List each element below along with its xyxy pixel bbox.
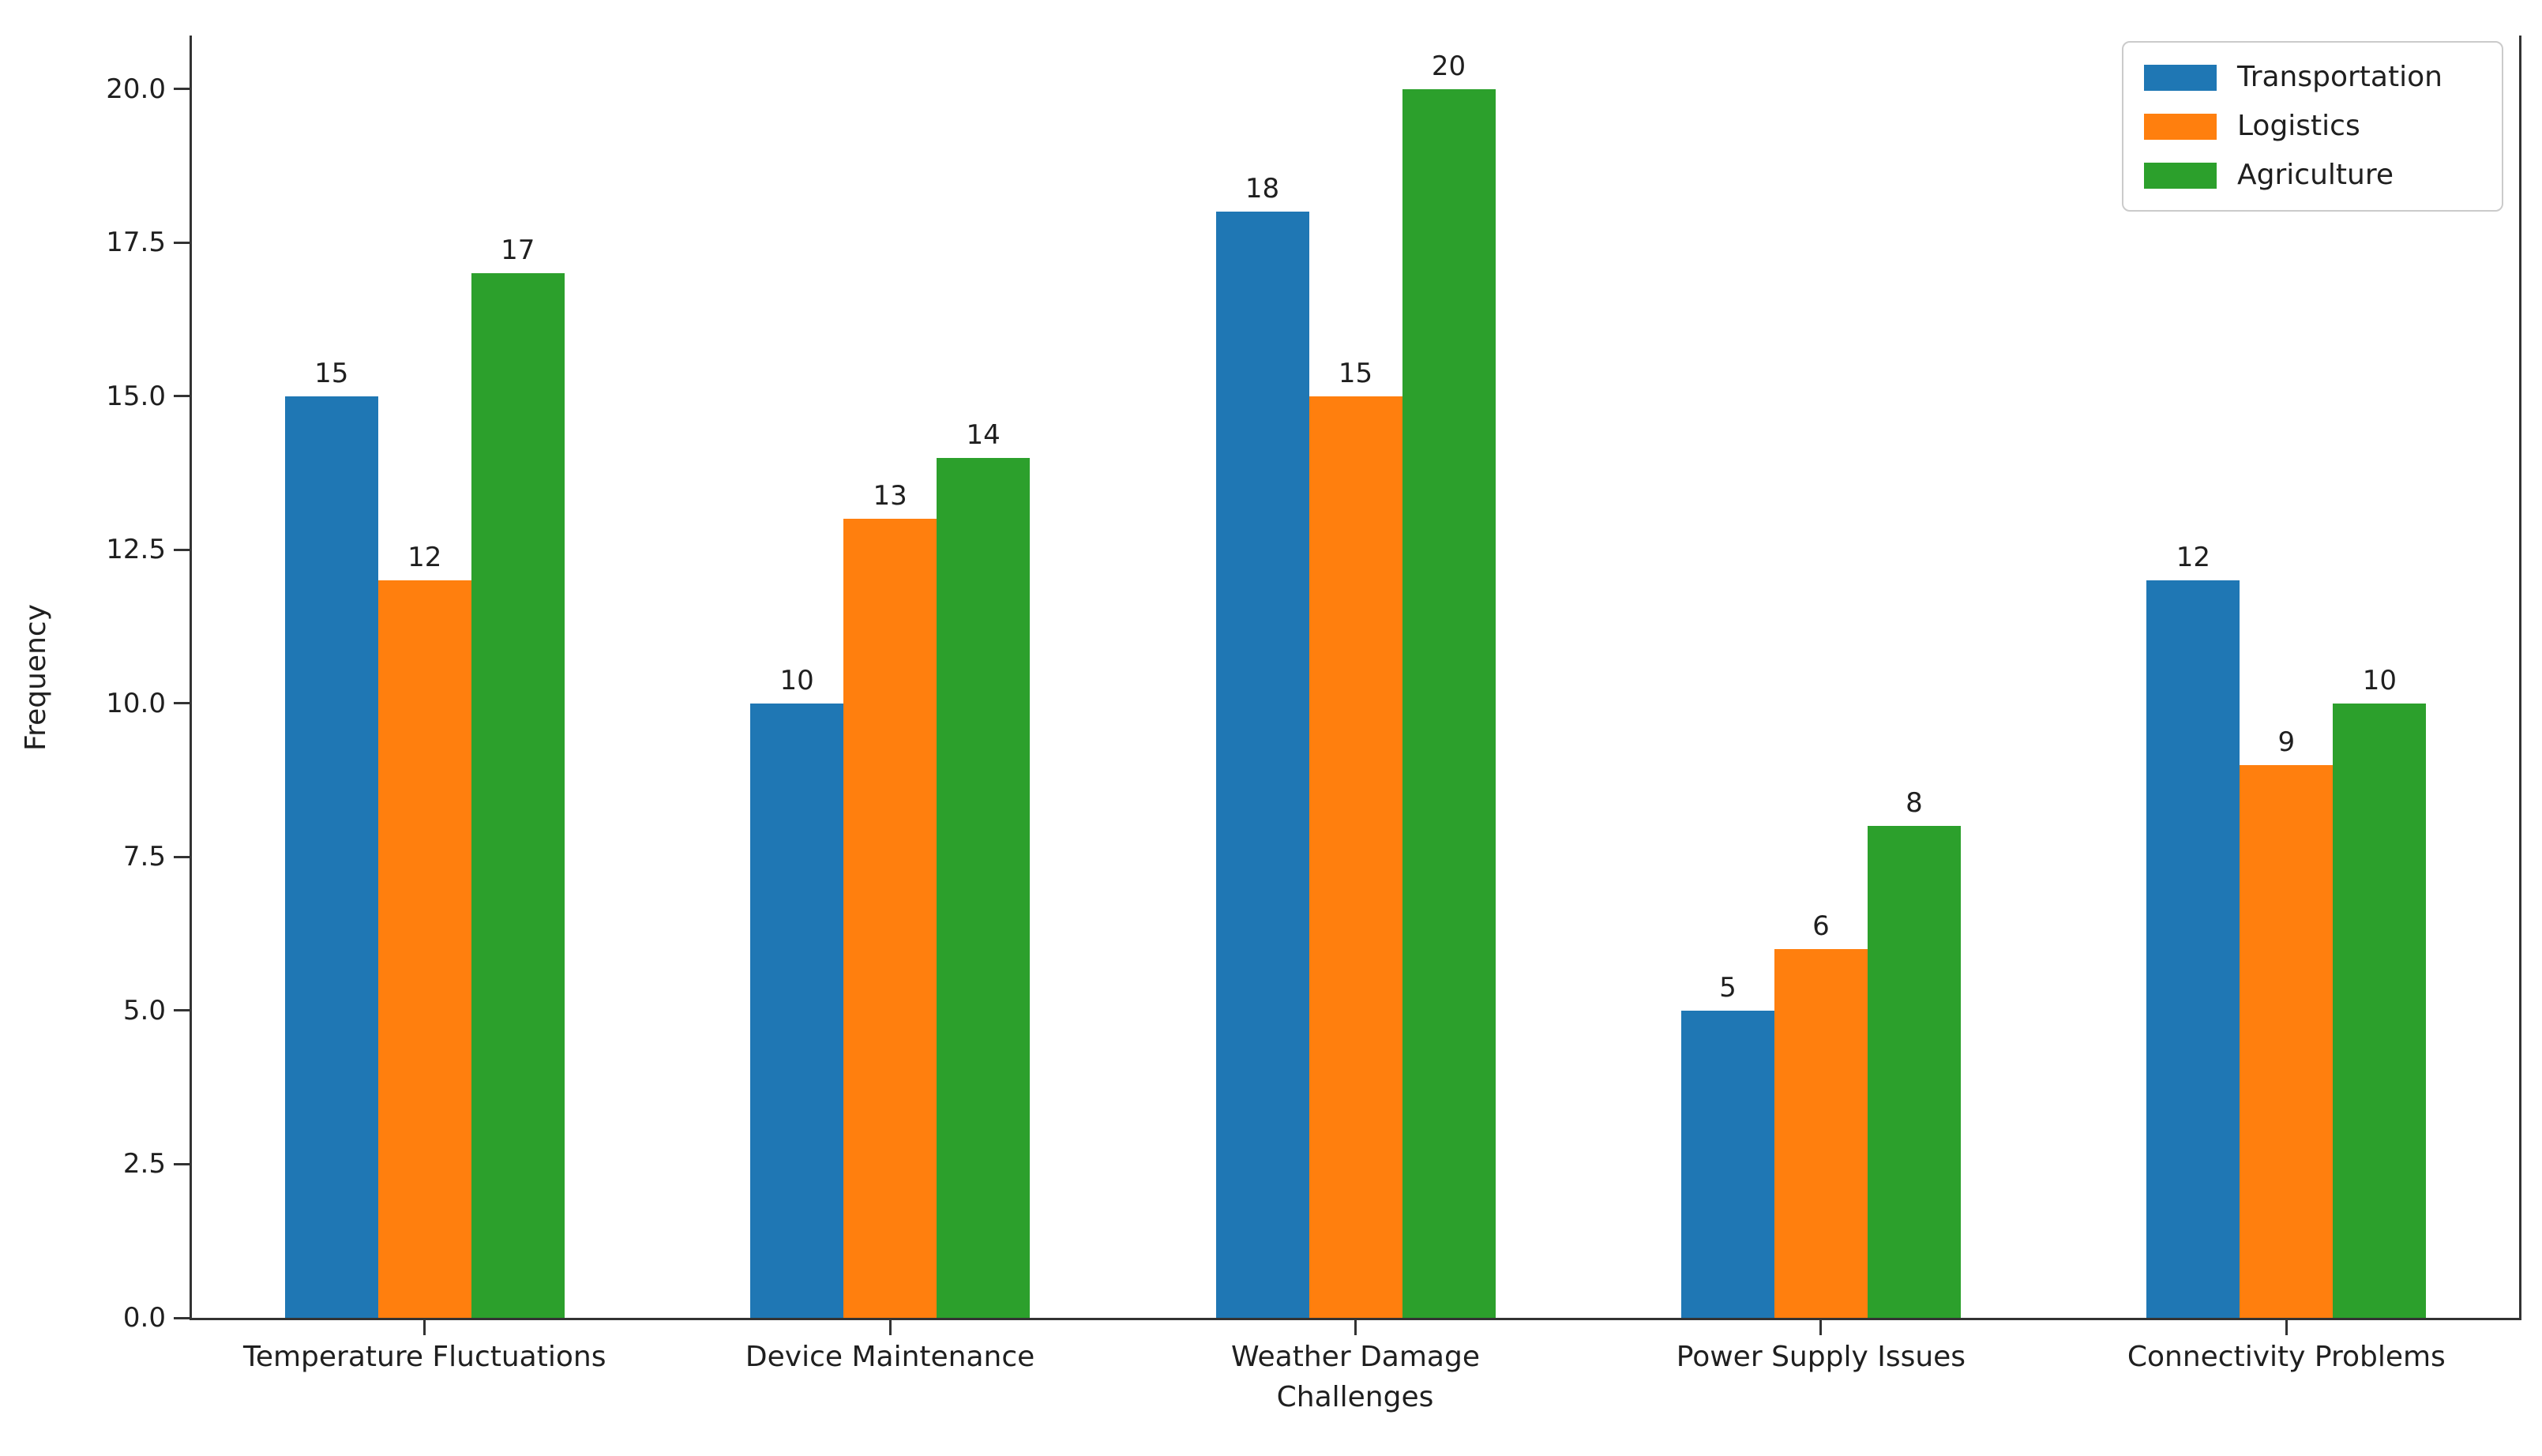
bar-row: 10 13 14 [657, 36, 1122, 1318]
x-category-label: Device Maintenance [745, 1341, 1035, 1373]
y-tick-label: 15.0 [106, 380, 166, 412]
bar-groups: 15 12 17 Temperature Fluctuations 10 13 14 Devi… [192, 36, 2519, 1372]
y-tick-label: 2.5 [122, 1148, 166, 1180]
bar-transportation: 5 [1680, 974, 1774, 1318]
bar-row: 5 6 8 [1588, 36, 2053, 1318]
y-tick: 2.5 [123, 1150, 190, 1177]
bar-logistics: 15 [1309, 360, 1402, 1318]
y-tick: 5.0 [123, 997, 190, 1024]
bar-logistics: 12 [377, 544, 471, 1318]
bar-group: 5 6 8 Power Supply Issues [1588, 36, 2053, 1371]
x-tick [1819, 1320, 1823, 1335]
x-category-label: Power Supply Issues [1676, 1341, 1966, 1373]
bar-transportation: 18 [1215, 175, 1309, 1318]
y-tick-label: 20.0 [106, 73, 166, 105]
y-tick: 10.0 [106, 690, 190, 717]
y-tick-label: 12.5 [106, 534, 166, 566]
bar-value-label: 9 [2277, 726, 2296, 758]
bar-value-label: 10 [2362, 664, 2397, 696]
bar-transportation: 12 [2146, 544, 2240, 1318]
legend: Transportation Logistics Agriculture [2122, 41, 2503, 212]
bar-agriculture: 17 [471, 237, 565, 1318]
bar-value-label: 15 [1338, 357, 1373, 389]
bar-agriculture: 10 [2333, 667, 2427, 1318]
x-axis-label: Challenges [1276, 1381, 1434, 1413]
bar-agriculture: 20 [1402, 53, 1496, 1318]
legend-label: Transportation [2237, 61, 2442, 93]
bar-group: 10 13 14 Device Maintenance [657, 36, 1122, 1372]
bar-value-label: 10 [779, 664, 814, 696]
bar-value-label: 5 [1719, 971, 1737, 1004]
bar-agriculture: 14 [937, 422, 1031, 1318]
bar-value-label: 6 [1812, 910, 1830, 943]
y-tick-label: 17.5 [106, 227, 166, 259]
x-category-label: Weather Damage [1231, 1341, 1480, 1373]
y-tick: 7.5 [123, 843, 190, 870]
bar-logistics: 9 [2240, 729, 2334, 1318]
y-tick: 12.5 [106, 536, 190, 563]
y-tick-label: 10.0 [106, 687, 166, 719]
legend-swatch-logistics [2144, 113, 2217, 140]
legend-row: Transportation [2144, 63, 2502, 92]
bar-group: 12 9 10 Connectivity Problems [2054, 36, 2519, 1371]
x-category-label: Connectivity Problems [2127, 1341, 2446, 1373]
bar-value-label: 14 [966, 418, 1001, 451]
bar-group: 18 15 20 Weather Damage [1123, 36, 1588, 1372]
y-tick: 15.0 [106, 383, 190, 410]
bar-value-label: 13 [873, 480, 907, 512]
bar-transportation: 15 [284, 360, 378, 1318]
bar-logistics: 6 [1774, 913, 1868, 1318]
legend-swatch-transportation [2144, 64, 2217, 91]
y-tick-label: 5.0 [122, 994, 166, 1026]
x-tick [888, 1320, 892, 1335]
bar-value-label: 12 [2176, 542, 2210, 574]
y-tick-label: 7.5 [122, 841, 166, 873]
bar-row: 18 15 20 [1123, 36, 1588, 1318]
y-tick: 17.5 [106, 229, 190, 256]
bar-row: 15 12 17 [192, 36, 657, 1318]
bar-value-label: 18 [1245, 173, 1280, 205]
bar-group: 15 12 17 Temperature Fluctuations [192, 36, 657, 1371]
bar-logistics: 13 [843, 482, 937, 1318]
x-tick [423, 1320, 426, 1335]
legend-label: Logistics [2237, 110, 2360, 142]
legend-row: Agriculture [2144, 161, 2502, 190]
bar-transportation: 10 [750, 667, 844, 1318]
bar-value-label: 15 [314, 357, 349, 389]
y-axis-label: Frequency [20, 604, 52, 751]
bar-agriculture: 8 [1867, 790, 1961, 1318]
y-tick: 0.0 [123, 1304, 190, 1331]
y-tick-label: 0.0 [122, 1302, 166, 1334]
bar-value-label: 17 [501, 235, 535, 267]
x-category-label: Temperature Fluctuations [242, 1341, 606, 1373]
legend-swatch-agriculture [2144, 162, 2217, 189]
legend-label: Agriculture [2237, 159, 2394, 191]
x-tick [1354, 1320, 1357, 1335]
legend-row: Logistics [2144, 112, 2502, 141]
plot-area: 0.0 2.5 5.0 7.5 10.0 12.5 15.0 17.5 20.0 15 12 17 T… [106, 36, 2521, 1372]
bar-value-label: 12 [407, 542, 442, 574]
bar-row: 12 9 10 [2054, 36, 2519, 1318]
x-tick [2285, 1320, 2288, 1335]
y-tick: 20.0 [106, 76, 190, 103]
bar-value-label: 8 [1906, 787, 1923, 820]
bar-value-label: 20 [1431, 50, 1466, 82]
